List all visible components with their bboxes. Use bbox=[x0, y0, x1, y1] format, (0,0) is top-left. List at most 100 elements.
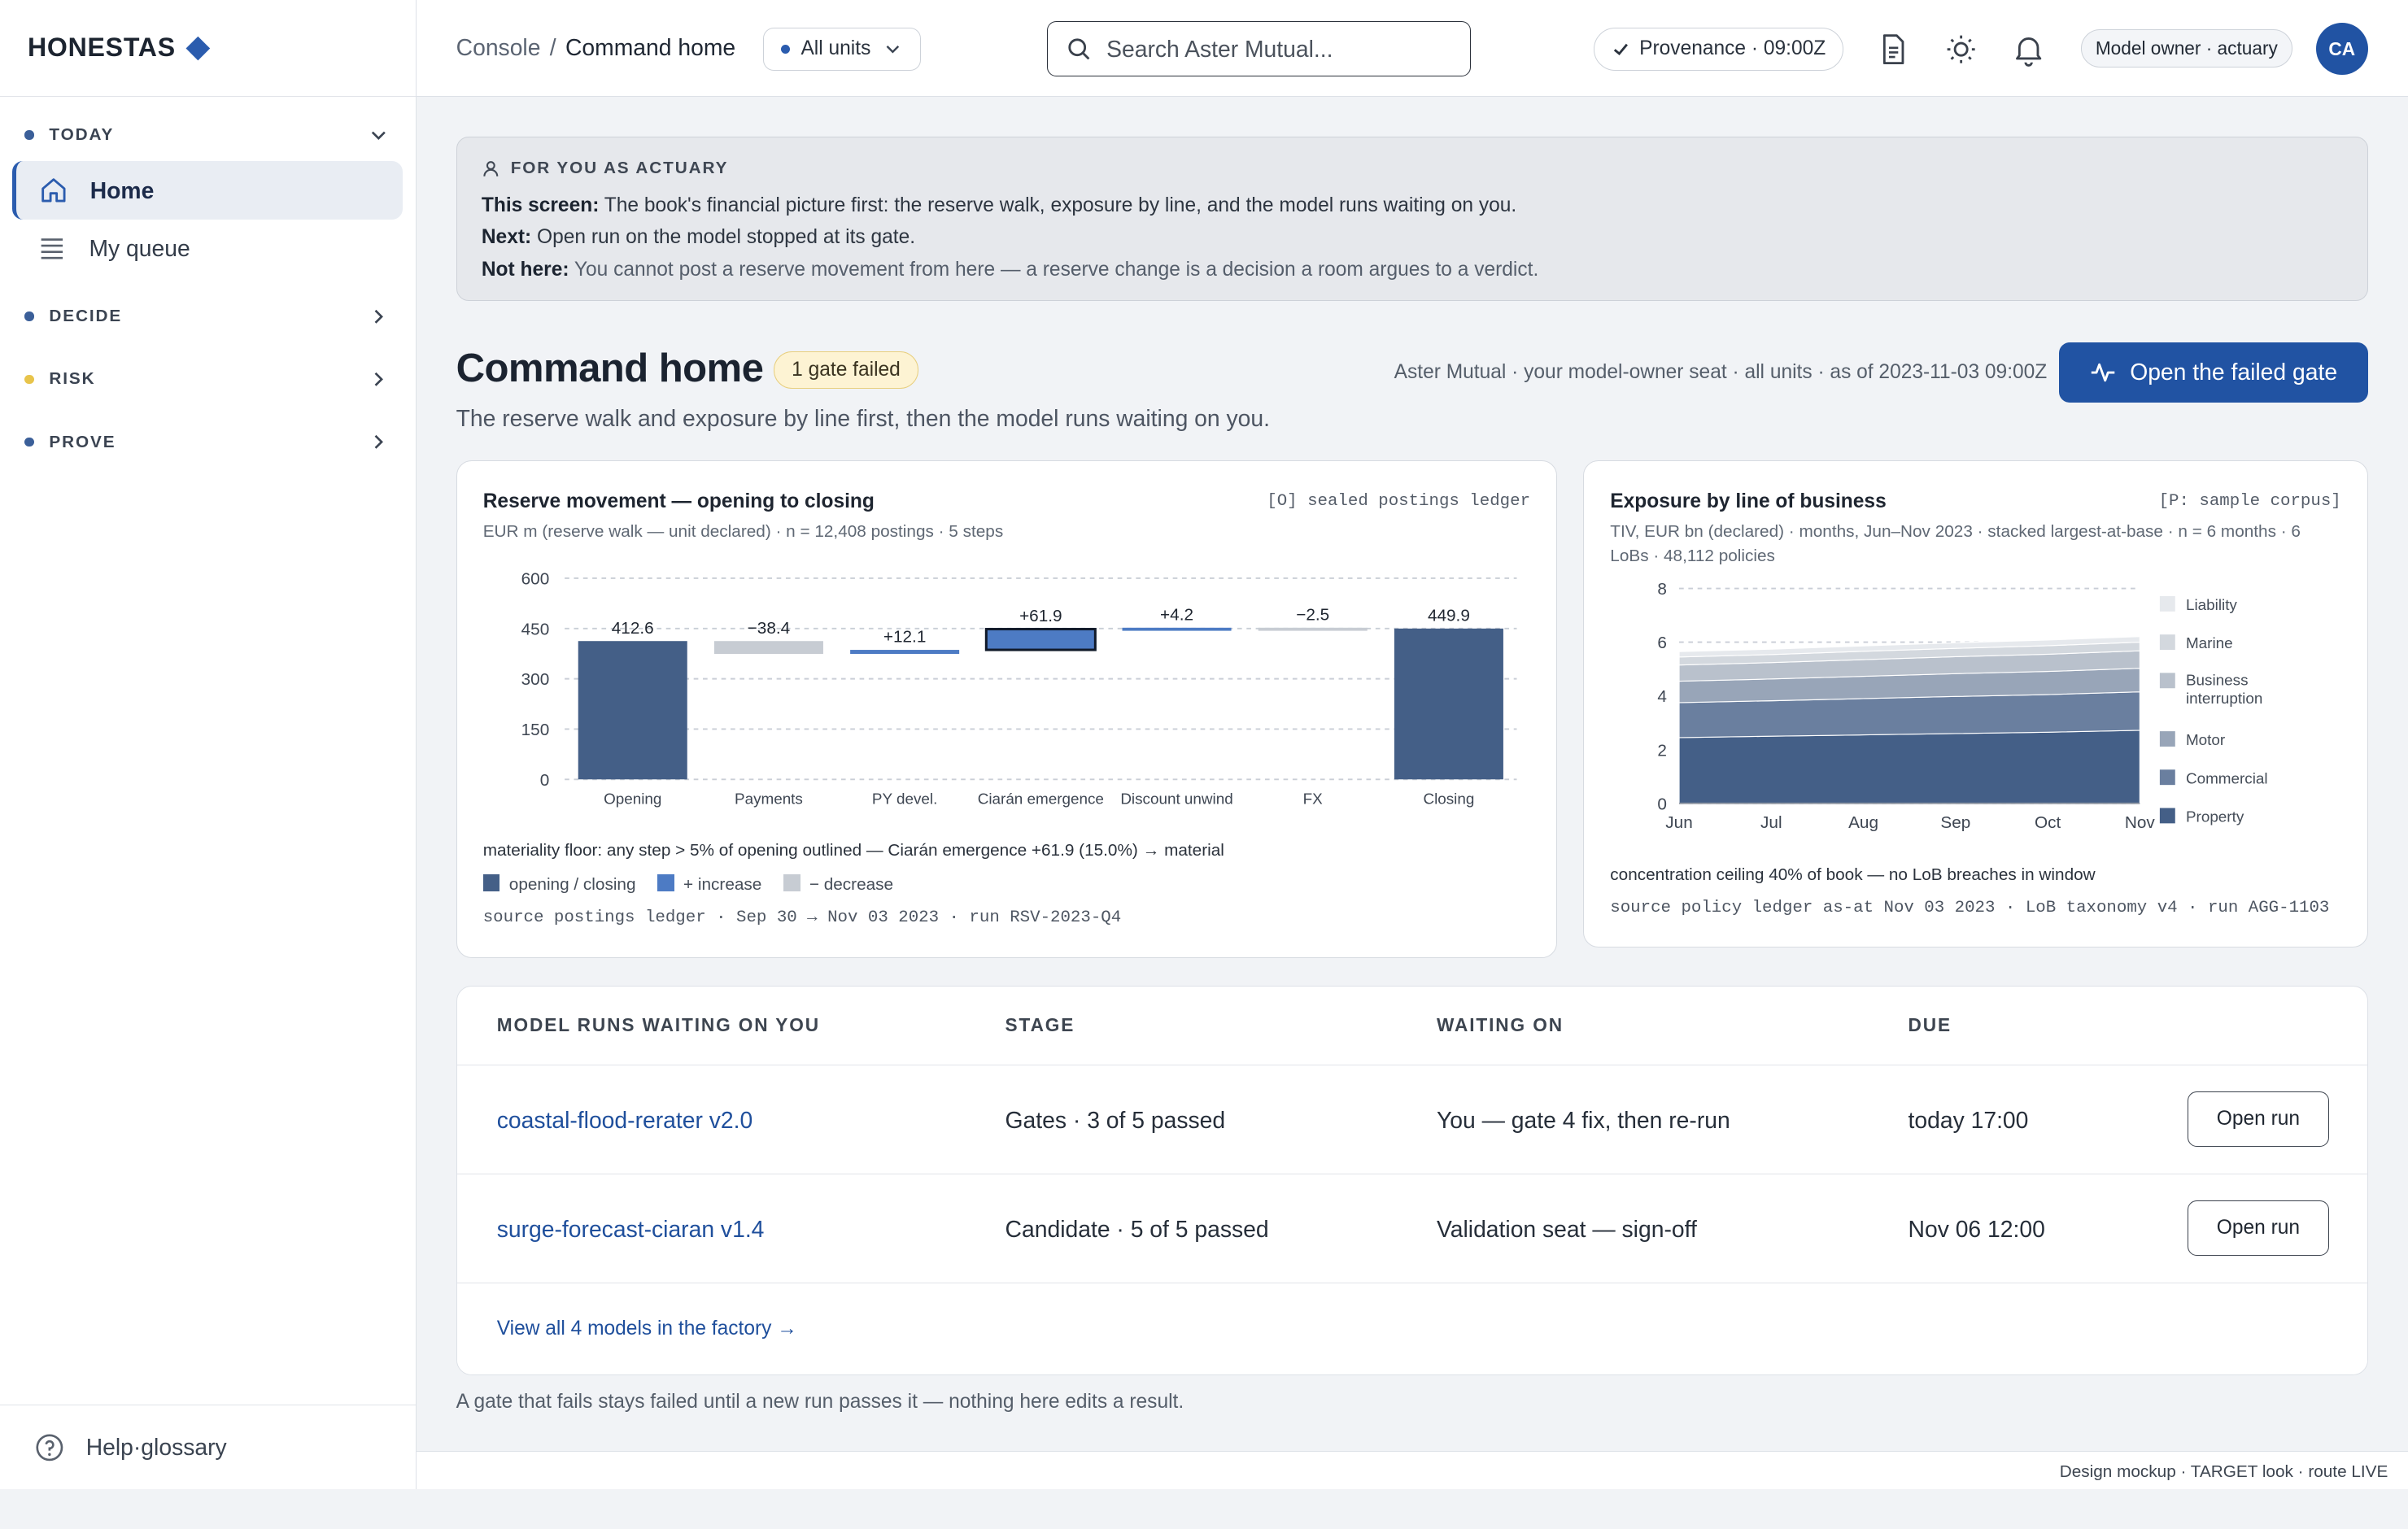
sidebar-item-label: Home bbox=[89, 176, 155, 203]
search-input[interactable] bbox=[1106, 35, 1445, 63]
brand-logo[interactable]: HONESTAS bbox=[0, 0, 416, 97]
legend-item: − decrease bbox=[783, 874, 893, 895]
waterfall-bar bbox=[849, 649, 959, 654]
waterfall-chart: 0 150 300 450 600 412.6 Opening −38.4 Payments +1… bbox=[521, 569, 1517, 807]
x-tick-label: Opening bbox=[604, 790, 661, 807]
table-row: coastal-flood-rerater v2.0 Gates · 3 of … bbox=[456, 1065, 2367, 1174]
section-dot bbox=[24, 374, 34, 384]
document-icon[interactable] bbox=[1875, 31, 1912, 68]
stage-cell: Candidate · 5 of 5 passed bbox=[1005, 1216, 1269, 1243]
legend-swatch bbox=[657, 874, 674, 891]
x-tick-label: PY devel. bbox=[872, 790, 937, 807]
x-tick-label: Jun bbox=[1666, 813, 1693, 832]
legend-item: + increase bbox=[657, 874, 761, 895]
chevron-down-icon bbox=[371, 131, 386, 140]
search-icon bbox=[1068, 38, 1090, 60]
sidebar-item-my-queue[interactable]: My queue bbox=[12, 220, 402, 278]
legend-swatch bbox=[2160, 731, 2175, 747]
section-dot bbox=[24, 130, 34, 140]
banner-line-text: You cannot post a reserve movement from … bbox=[569, 258, 1539, 281]
sidebar-item-home[interactable]: Home bbox=[12, 161, 403, 220]
units-dot bbox=[780, 44, 791, 54]
legend-swatch bbox=[2160, 596, 2175, 612]
due-cell: today 17:00 bbox=[1908, 1107, 2029, 1134]
search-box[interactable] bbox=[1047, 21, 1472, 77]
open-run-button[interactable]: Open run bbox=[2188, 1200, 2329, 1257]
card-source-line: source postings ledger · Sep 30 → Nov 03… bbox=[482, 908, 1122, 927]
legend-label: Liability bbox=[2186, 596, 2237, 613]
waiting-on-cell: Validation seat — sign-off bbox=[1436, 1216, 1697, 1243]
nav-section-decide[interactable]: DECIDE bbox=[24, 301, 387, 332]
banner-line-label: Next: bbox=[481, 226, 532, 249]
column-header: STAGE bbox=[1005, 1013, 1075, 1035]
check-icon bbox=[1614, 43, 1629, 56]
model-runs-table: MODEL RUNS WAITING ON YOU STAGE WAITING … bbox=[456, 985, 2368, 1376]
column-header: DUE bbox=[1908, 1013, 1952, 1035]
section-dot bbox=[24, 311, 34, 321]
breadcrumb-root[interactable]: Console bbox=[456, 33, 541, 60]
card-source-line: source policy ledger as-at Nov 03 2023 ·… bbox=[1610, 899, 2330, 918]
x-tick-label: Ciarán emergence bbox=[977, 790, 1103, 807]
reserve-movement-card: Reserve movement — opening to closing [O… bbox=[456, 460, 1558, 958]
open-run-button[interactable]: Open run bbox=[2188, 1091, 2329, 1148]
card-title: Exposure by line of business bbox=[1610, 490, 1887, 513]
card-subtitle: EUR m (reserve walk — unit declared) · n… bbox=[482, 522, 1004, 542]
card-source-tag: [P: sample corpus] bbox=[2158, 492, 2341, 512]
legend-swatch bbox=[2160, 808, 2175, 824]
model-link[interactable]: coastal-flood-rerater v2.0 bbox=[496, 1107, 753, 1134]
units-dropdown[interactable]: All units bbox=[763, 27, 921, 71]
data-label: 412.6 bbox=[611, 619, 653, 638]
nav-section-risk[interactable]: RISK bbox=[24, 364, 387, 394]
waterfall-bar bbox=[1394, 628, 1503, 780]
legend-swatch bbox=[783, 874, 800, 891]
card-subtitle: TIV, EUR bn (declared) · months, Jun–Nov… bbox=[1610, 520, 2301, 568]
topbar: Console / Command home All units Provenanc… bbox=[416, 0, 2408, 97]
data-label: +61.9 bbox=[1019, 607, 1062, 625]
nav-section-label: TODAY bbox=[49, 125, 115, 145]
legend-label: Business bbox=[2186, 672, 2249, 689]
model-link[interactable]: surge-forecast-ciaran v1.4 bbox=[496, 1216, 765, 1243]
y-tick-label: 8 bbox=[1658, 581, 1668, 599]
avatar[interactable]: CA bbox=[2315, 23, 2368, 76]
activity-icon bbox=[2091, 363, 2115, 381]
chevron-down-icon bbox=[886, 46, 900, 54]
view-all-models-link[interactable]: View all 4 models in the factory → bbox=[496, 1317, 797, 1340]
nav-section-label: RISK bbox=[49, 369, 96, 389]
nav-section-prove[interactable]: PROVE bbox=[24, 427, 387, 458]
role-chip[interactable]: Model owner · actuary bbox=[2080, 28, 2292, 68]
y-tick-label: 150 bbox=[521, 721, 549, 739]
x-tick-label: Jul bbox=[1760, 813, 1782, 832]
footer: Design mockup · TARGET look · route LIVE bbox=[416, 1450, 2408, 1490]
help-glossary-link[interactable]: Help·glossary bbox=[0, 1405, 416, 1489]
x-tick-label: Oct bbox=[2035, 813, 2061, 832]
banner-line-not-here: Not here: You cannot post a reserve move… bbox=[482, 254, 2343, 286]
page-meta: Aster Mutual · your model-owner seat · a… bbox=[1394, 360, 2048, 383]
legend-item: opening / closing bbox=[482, 874, 636, 895]
brand-name: HONESTAS bbox=[27, 33, 176, 63]
waiting-on-cell: You — gate 4 fix, then re-run bbox=[1436, 1107, 1730, 1134]
chevron-right-icon bbox=[374, 435, 383, 450]
card-title: Reserve movement — opening to closing bbox=[482, 490, 875, 513]
nav-section-today[interactable]: TODAY bbox=[24, 120, 387, 150]
provenance-chip[interactable]: Provenance · 09:00Z bbox=[1594, 27, 1843, 71]
y-tick-label: 2 bbox=[1658, 742, 1668, 760]
banner-line-label: This screen: bbox=[481, 194, 600, 216]
breadcrumb: Console / Command home bbox=[456, 34, 736, 61]
banner-heading-text: FOR YOU AS ACTUARY bbox=[510, 159, 729, 178]
provenance-label: Provenance · 09:00Z bbox=[1639, 37, 1826, 60]
x-tick-label: Sep bbox=[1941, 813, 1971, 832]
nav-section-label: PROVE bbox=[49, 432, 116, 451]
footer-label: Design mockup · TARGET look · route LIVE bbox=[2059, 1462, 2388, 1482]
sun-icon[interactable] bbox=[1943, 31, 1979, 68]
breadcrumb-current: Command home bbox=[565, 33, 736, 60]
bell-icon[interactable] bbox=[2010, 31, 2047, 68]
footnote: A gate that fails stays failed until a n… bbox=[456, 1391, 1184, 1414]
waterfall-bar bbox=[1258, 627, 1368, 631]
help-circle-icon bbox=[35, 1434, 63, 1461]
open-failed-gate-button[interactable]: Open the failed gate bbox=[2059, 342, 2368, 403]
legend-label: opening / closing bbox=[508, 874, 636, 894]
legend-swatch bbox=[482, 874, 500, 891]
sidebar-item-label: My queue bbox=[89, 235, 190, 262]
chart-legend: opening / closing + increase − decrease bbox=[482, 874, 893, 895]
waterfall-bar bbox=[713, 640, 823, 654]
